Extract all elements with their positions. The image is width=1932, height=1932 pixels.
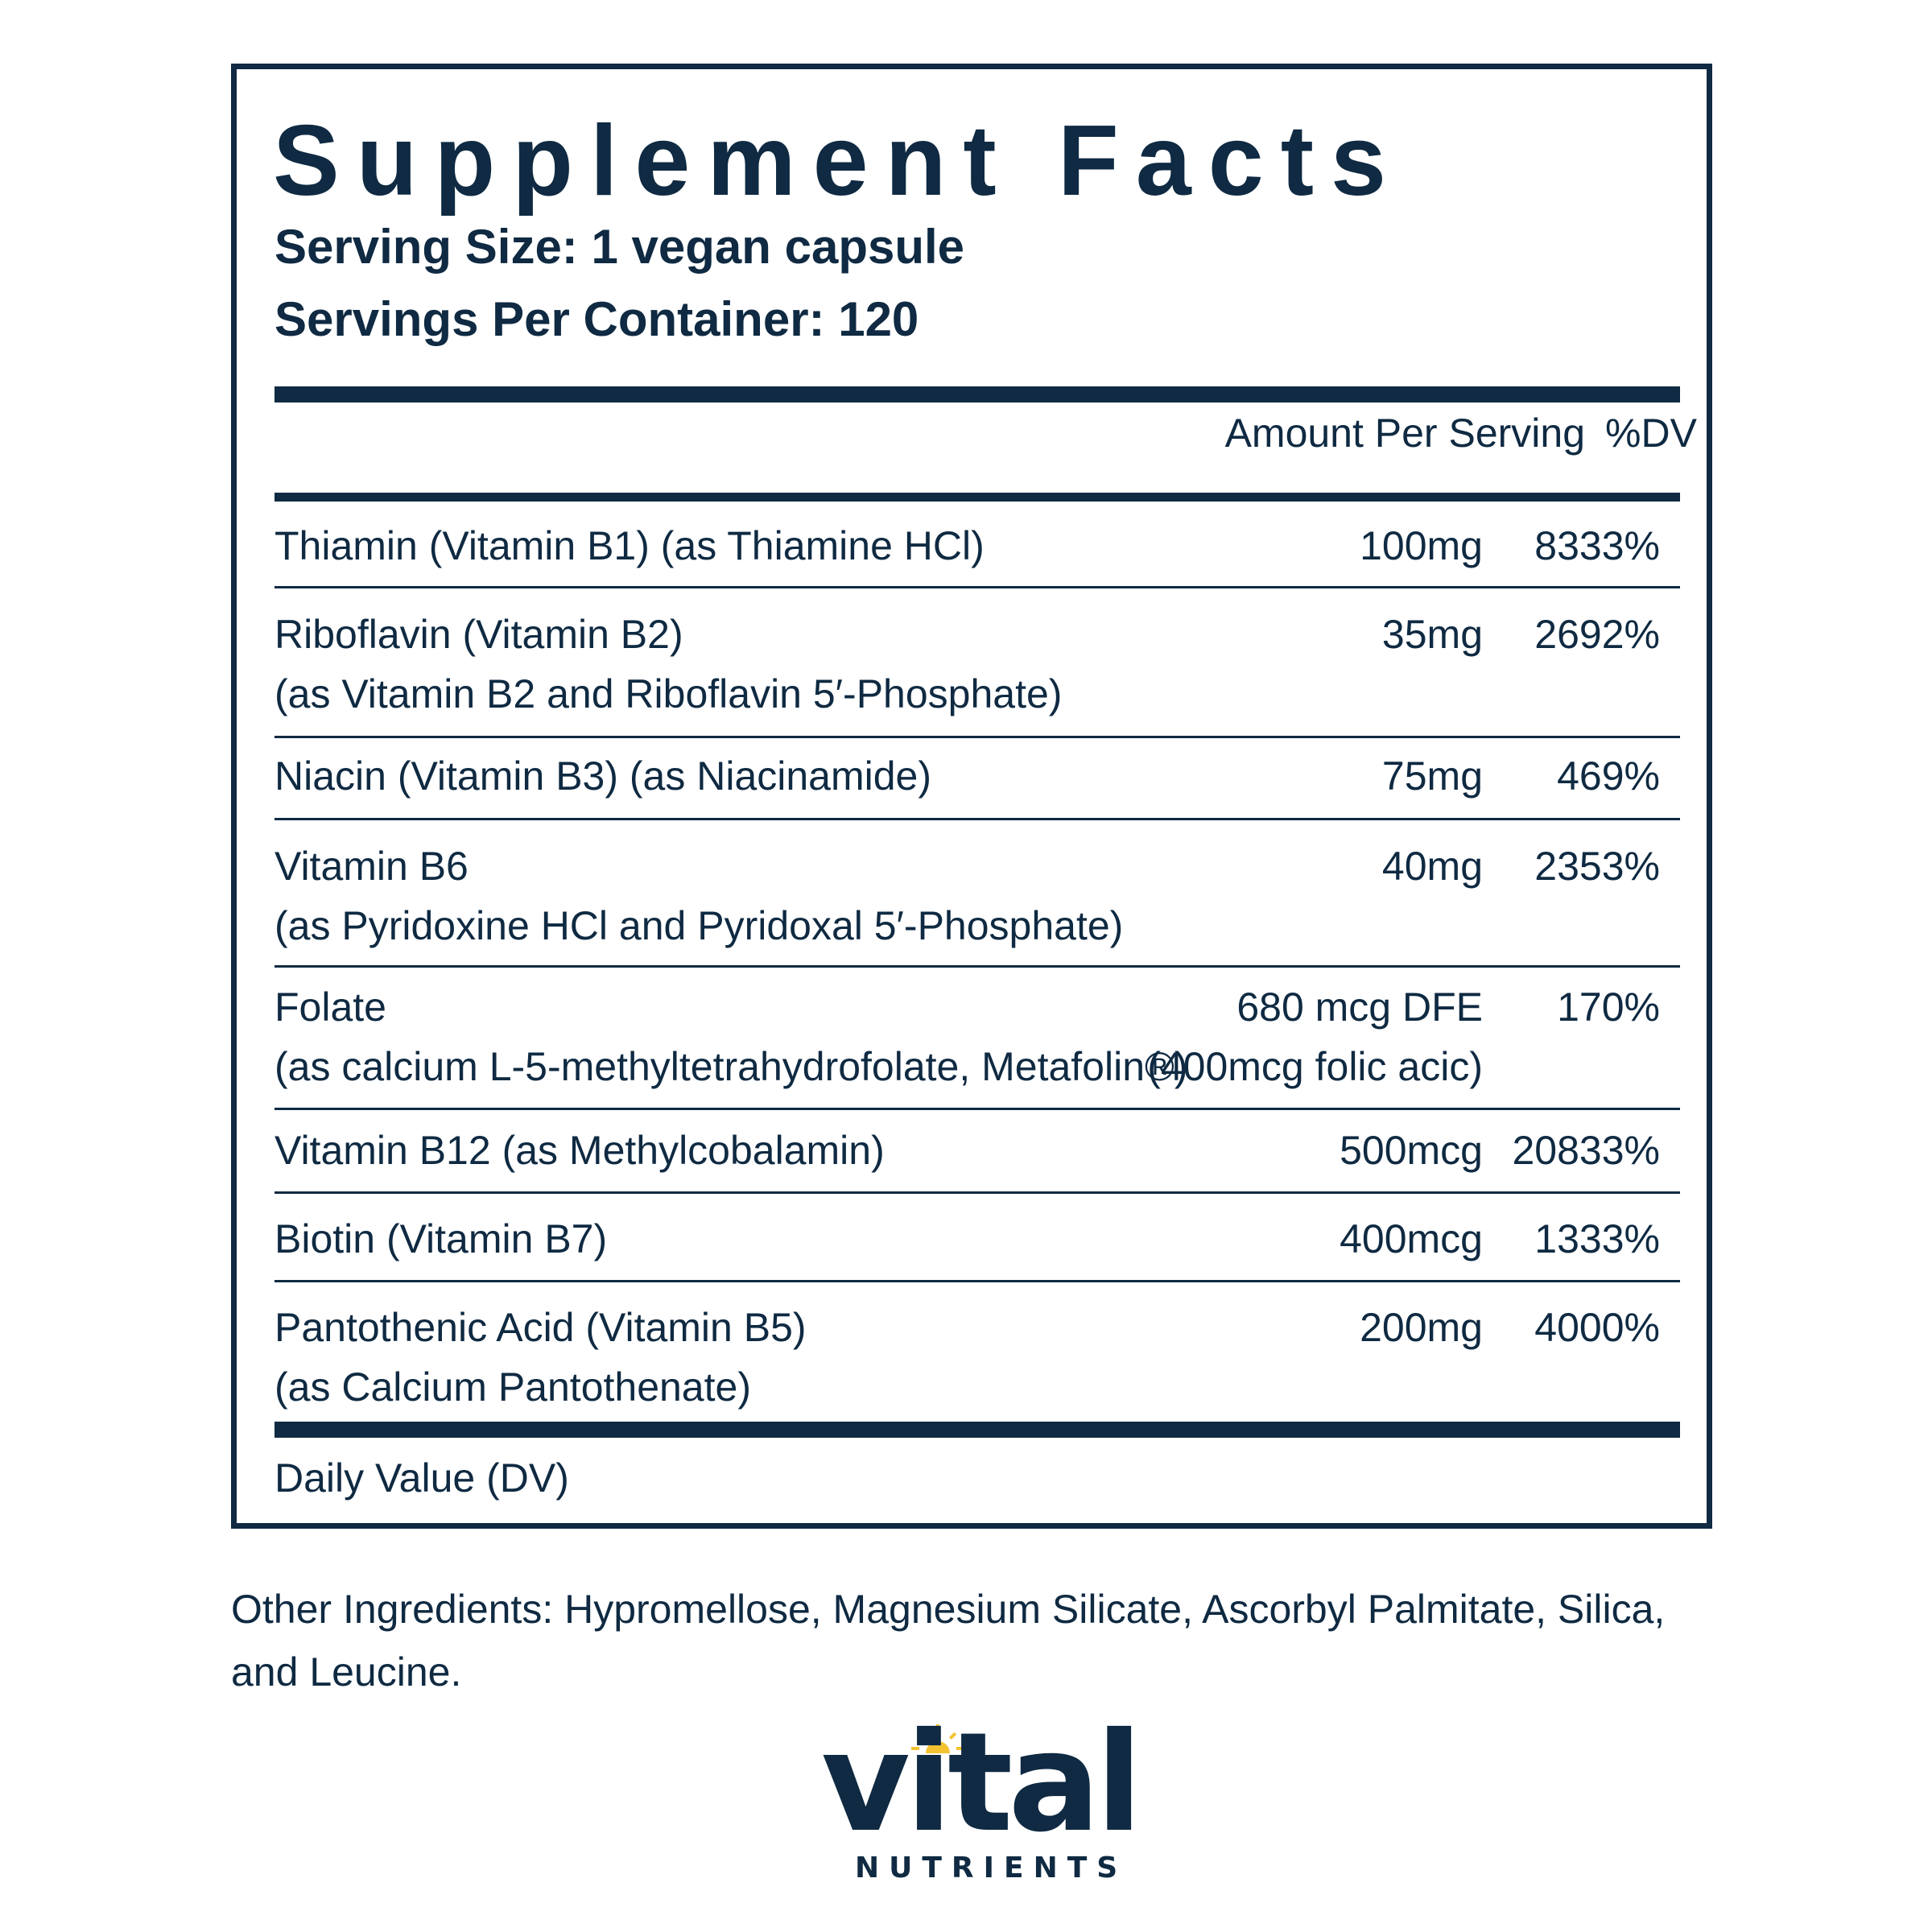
row-divider: [275, 1108, 1680, 1110]
column-header-amount: Amount Per Serving: [1224, 411, 1585, 456]
nutrient-source: (as Pyridoxine HCl and Pyridoxal 5′-Phos…: [275, 903, 1124, 948]
column-divider: [275, 493, 1680, 502]
panel-title: Supplement Facts: [273, 105, 1403, 217]
nutrient-amount: 40mg: [1381, 844, 1483, 889]
nutrient-dv: 170%: [1557, 985, 1660, 1030]
nutrient-amount: 400mcg: [1340, 1216, 1483, 1261]
header-divider: [275, 386, 1680, 402]
nutrient-source: (as Vitamin B2 and Riboflavin 5′-Phospha…: [275, 671, 1063, 716]
other-ingredients: Other Ingredients: Hypromellose, Magnesi…: [231, 1587, 1666, 1695]
row-divider: [275, 1191, 1680, 1194]
brand-name: vital: [821, 1703, 1142, 1863]
row-divider: [275, 736, 1680, 738]
nutrient-name: Vitamin B12 (as Methylcobalamin): [275, 1128, 885, 1173]
nutrient-name: Folate: [275, 985, 386, 1030]
nutrient-amount: 200mg: [1360, 1305, 1483, 1350]
row-divider: [275, 818, 1680, 820]
nutrient-name: Pantothenic Acid (Vitamin B5): [275, 1305, 807, 1350]
row-divider: [275, 965, 1680, 968]
footer-divider: [275, 1422, 1680, 1438]
nutrient-amount: 100mg: [1360, 523, 1483, 568]
sun-icon: [911, 1724, 964, 1753]
nutrient-amount-note: (400mcg folic acic): [1147, 1044, 1483, 1089]
nutrient-name: Niacin (Vitamin B3) (as Niacinamide): [275, 753, 932, 799]
nutrient-dv: 469%: [1557, 753, 1660, 799]
nutrient-dv: 2692%: [1534, 612, 1660, 657]
nutrient-amount: 75mg: [1381, 753, 1483, 799]
nutrient-source: (as Calcium Pantothenate): [275, 1364, 751, 1410]
nutrient-name: Thiamin (Vitamin B1) (as Thiamine HCl): [275, 523, 985, 568]
nutrient-dv: 1333%: [1534, 1216, 1660, 1261]
nutrient-dv: 8333%: [1534, 523, 1660, 568]
nutrient-amount: 35mg: [1381, 612, 1483, 657]
nutrient-name: Biotin (Vitamin B7): [275, 1216, 608, 1261]
supplement-facts-panel: Supplement Facts Serving Size: 1 vegan c…: [231, 64, 1712, 1529]
nutrient-name: Riboflavin (Vitamin B2): [275, 612, 683, 657]
brand-logo: vital NUTRIENTS: [821, 1703, 1142, 1900]
serving-size: Serving Size: 1 vegan capsule: [275, 220, 965, 274]
nutrient-dv: 20833%: [1512, 1128, 1661, 1173]
nutrient-name: Vitamin B6: [275, 844, 469, 889]
row-divider: [275, 1280, 1680, 1282]
nutrient-dv: 2353%: [1534, 844, 1660, 889]
nutrient-dv: 4000%: [1534, 1305, 1660, 1350]
column-header-dv: %DV: [1605, 411, 1697, 456]
nutrient-source: (as calcium L-5-methyltetrahydrofolate, …: [275, 1044, 1188, 1089]
daily-value-footnote: Daily Value (DV): [275, 1455, 569, 1501]
servings-per-container: Servings Per Container: 120: [275, 292, 919, 346]
nutrient-amount: 500mcg: [1340, 1128, 1483, 1173]
row-divider: [275, 586, 1680, 588]
nutrient-amount: 680 mcg DFE: [1236, 985, 1483, 1030]
brand-subtitle: NUTRIENTS: [855, 1852, 1128, 1885]
